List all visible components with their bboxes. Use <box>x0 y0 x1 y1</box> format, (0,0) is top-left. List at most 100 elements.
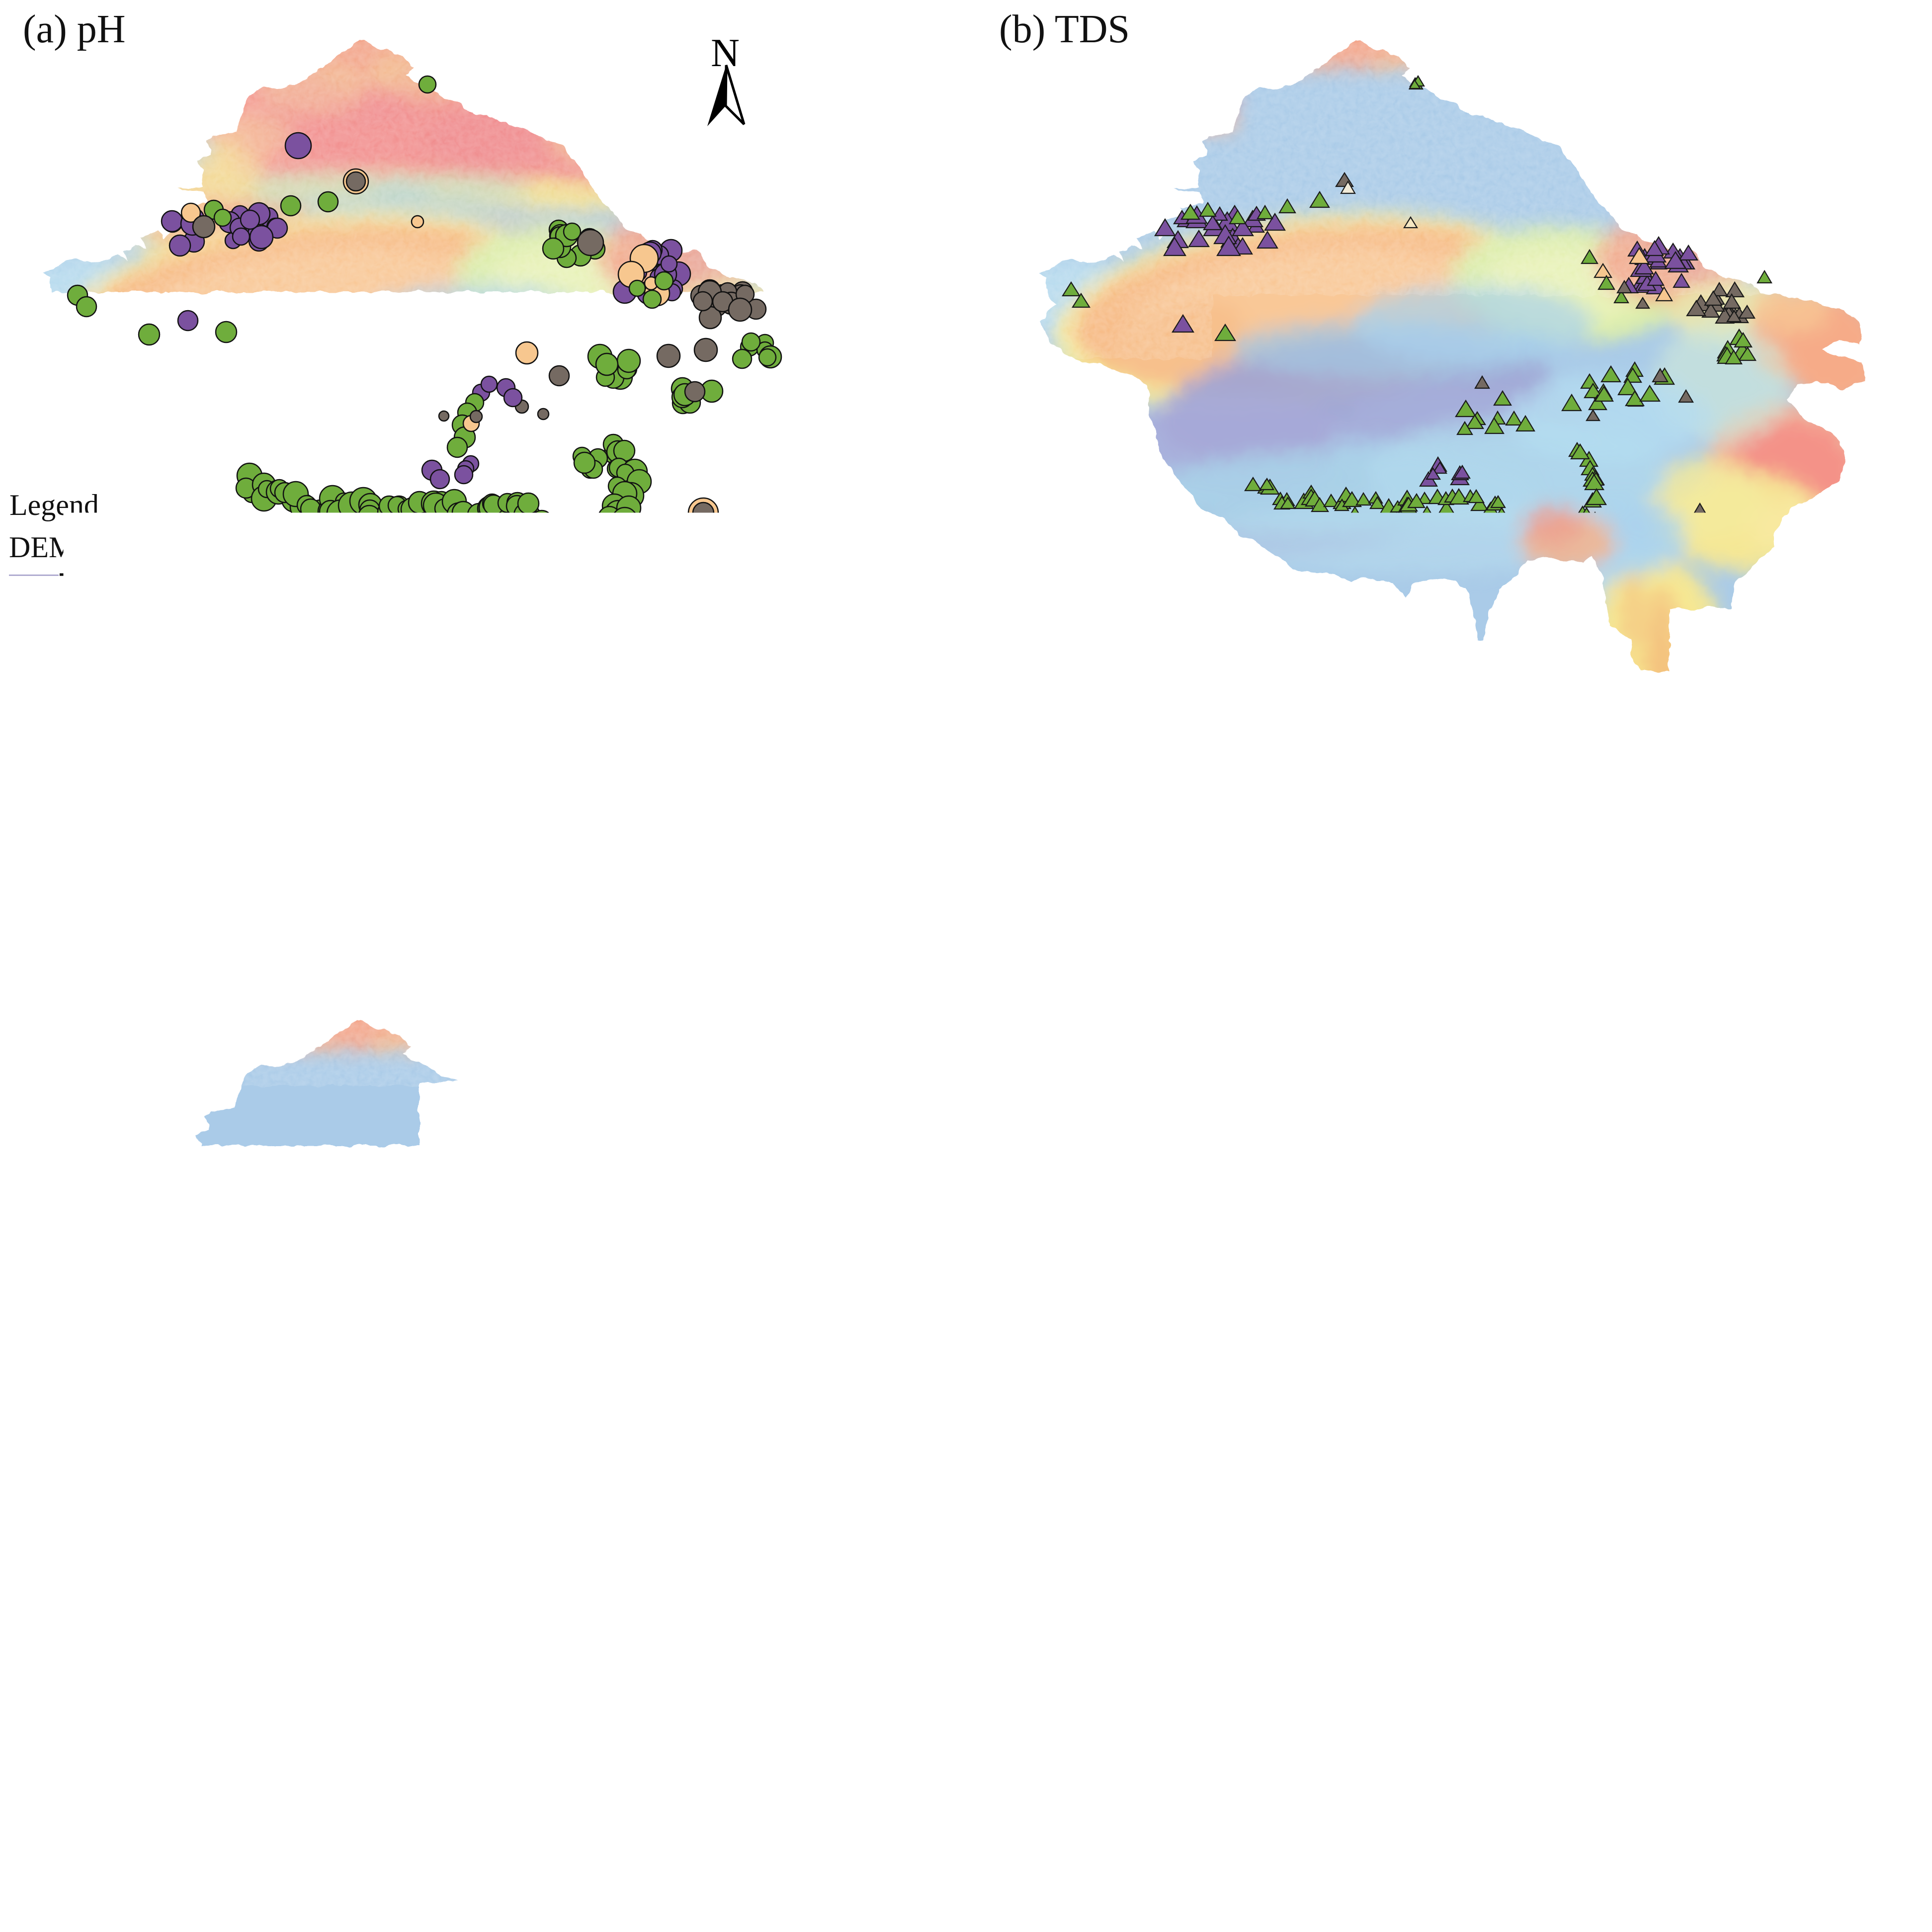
svg-text:EC of river water: EC of river water <box>450 1692 656 1727</box>
svg-text:6.50–7.00: 6.50–7.00 <box>486 781 605 816</box>
svg-text:1500: 1500 <box>1047 1465 1134 1513</box>
svg-text:pH of river water: pH of river water <box>453 739 658 774</box>
svg-text:2000.00–2496.00: 2000.00–2496.00 <box>728 1902 936 1932</box>
svg-text:8.50–9.32: 8.50–9.32 <box>706 931 825 966</box>
svg-text:10.00–50.00: 10.00–50.00 <box>1260 814 1409 849</box>
svg-text:pH of groundwater: pH of groundwater <box>674 739 900 774</box>
svg-text:(d) Relationship between TDS a: (d) Relationship between TDS and EC <box>1000 1008 1612 1052</box>
svg-text:Legend: Legend <box>989 665 1079 697</box>
svg-text:EC of precipitation: EC of precipitation <box>4 1692 230 1727</box>
svg-text:Low: −172: Low: −172 <box>81 659 217 693</box>
svg-text:1200: 1200 <box>1581 1801 1669 1849</box>
svg-text:(a) pH: (a) pH <box>23 7 126 51</box>
svg-text:7.50–8.00: 7.50–8.00 <box>45 895 164 930</box>
svg-text:TDS of groundwater: TDS of groundwater <box>1686 707 1932 742</box>
svg-text:100.00–300.00: 100.00–300.00 <box>1015 852 1193 887</box>
svg-text:7.50–8.00: 7.50–8.00 <box>486 858 605 893</box>
svg-text:8.00–8.50: 8.00–8.50 <box>706 895 825 930</box>
svg-text:EC (μS/cm): EC (μS/cm) <box>977 1316 1026 1530</box>
svg-text:TDS of river water: TDS of river water <box>1443 707 1668 742</box>
svg-text:EC of groundwater: EC of groundwater <box>700 1692 928 1727</box>
svg-text:High: 8405: High: 8405 <box>81 563 221 597</box>
svg-text:100.00–200.00: 100.00–200.00 <box>1476 814 1654 849</box>
svg-text:600.00–1000.00: 600.00–1000.00 <box>1476 891 1669 925</box>
svg-text:2000: 2000 <box>1047 1366 1134 1415</box>
svg-text:P<0.000: P<0.000 <box>1266 1265 1416 1313</box>
svg-text:720 km: 720 km <box>445 588 538 622</box>
svg-text:4.33–50.00: 4.33–50.00 <box>1015 777 1149 812</box>
svg-text:200.00–1000.00: 200.00–1000.00 <box>728 1842 921 1877</box>
svg-text:1000.00–1650.00: 1000.00–1650.00 <box>1476 930 1684 965</box>
svg-text:8.58–20.00: 8.58–20.00 <box>32 1767 166 1802</box>
svg-text:7.00–7.50: 7.00–7.50 <box>486 822 605 857</box>
svg-text:(μS/cm): (μS/cm) <box>700 1727 797 1762</box>
svg-text:pH of meltwater: pH of meltwater <box>244 739 438 774</box>
svg-text:1500.00–2996.34: 1500.00–2996.34 <box>1718 930 1927 965</box>
svg-text:0: 0 <box>1152 1801 1174 1849</box>
svg-text:50.00–100.00: 50.00–100.00 <box>1260 852 1424 887</box>
svg-text:2500: 2500 <box>1047 1268 1134 1316</box>
svg-text:2000.00–4050.00: 2000.00–4050.00 <box>479 1902 687 1932</box>
svg-text:3000: 3000 <box>1047 1169 1134 1217</box>
svg-text:200.00–400.00: 200.00–400.00 <box>261 1842 440 1877</box>
svg-text:3500: 3500 <box>1047 1071 1134 1119</box>
svg-text:300: 300 <box>1246 1801 1311 1849</box>
svg-text:150.00–213.00: 150.00–213.00 <box>1260 930 1439 965</box>
svg-text:7.00–7.50: 7.00–7.50 <box>45 858 164 893</box>
svg-text:(mg/L): (mg/L) <box>1686 740 1770 775</box>
svg-text:20.00–40.00: 20.00–40.00 <box>32 1805 180 1840</box>
svg-text:76.60–100.00: 76.60–100.00 <box>1718 777 1882 812</box>
svg-text:8.50–8.94: 8.50–8.94 <box>281 931 400 966</box>
svg-text:40.00–60.00: 40.00–60.00 <box>32 1842 180 1877</box>
svg-text:500: 500 <box>1069 1662 1134 1710</box>
svg-text:TDS of precipitation: TDS of precipitation <box>982 707 1226 742</box>
svg-text:8.00–8.20: 8.00–8.20 <box>45 931 164 966</box>
svg-text:200.00–1000.00: 200.00–1000.00 <box>479 1842 672 1877</box>
svg-text:8.00–8.50: 8.00–8.50 <box>281 895 400 930</box>
svg-text:5.50–7.00: 5.50–7.00 <box>281 781 400 816</box>
svg-text:1500: 1500 <box>1697 1801 1784 1849</box>
svg-text:100.00–200.00: 100.00–200.00 <box>479 1805 658 1840</box>
svg-text:R2=0.827: R2=0.827 <box>1266 1215 1430 1265</box>
svg-text:100.00–200.00: 100.00–200.00 <box>728 1805 906 1840</box>
svg-text:TDS (mg/L): TDS (mg/L) <box>1420 1853 1642 1903</box>
svg-text:y= −67.118+1.532x: y= −67.118+1.532x <box>1262 1171 1607 1219</box>
svg-text:0: 0 <box>1112 1761 1134 1809</box>
svg-text:(mg/L): (mg/L) <box>1443 740 1527 775</box>
svg-text:(μS/cm): (μS/cm) <box>4 1727 101 1762</box>
svg-text:0.60–100.00: 0.60–100.00 <box>479 1767 628 1802</box>
svg-text:(c) EC: (c) EC <box>23 992 128 1036</box>
svg-text:8.50–9.87: 8.50–9.87 <box>486 931 605 966</box>
svg-text:7.50–8.00: 7.50–8.00 <box>706 858 825 893</box>
svg-text:6.00–7.00: 6.00–7.00 <box>45 822 164 857</box>
svg-text:(μS/cm): (μS/cm) <box>450 1727 547 1762</box>
svg-text:(μS/cm): (μS/cm) <box>234 1727 331 1762</box>
svg-text:1000.00–1500.00: 1000.00–1500.00 <box>1718 891 1927 925</box>
svg-text:15.15–100.00: 15.15–100.00 <box>1476 777 1639 812</box>
svg-text:50.00–100.00: 50.00–100.00 <box>1015 814 1178 849</box>
svg-text:8.00–8.50: 8.00–8.50 <box>486 895 605 930</box>
svg-text:5.90–6.00: 5.90–6.00 <box>45 781 164 816</box>
svg-text:0: 0 <box>313 588 328 622</box>
svg-text:(mg/L): (mg/L) <box>1228 740 1312 775</box>
svg-text:EC of meltwater: EC of meltwater <box>234 1692 430 1727</box>
svg-text:1000: 1000 <box>1047 1563 1134 1611</box>
svg-text:68.90–100.00: 68.90–100.00 <box>728 1767 891 1802</box>
svg-text:Legend: Legend <box>6 1639 95 1672</box>
svg-text:1800: 1800 <box>1812 1801 1900 1849</box>
svg-text:100.00–500.00: 100.00–500.00 <box>1718 814 1897 849</box>
svg-text:7.50–8.00: 7.50–8.00 <box>281 858 400 893</box>
svg-text:300.00–500.00: 300.00–500.00 <box>1015 891 1193 925</box>
svg-text:500.00–1000.00: 500.00–1000.00 <box>1718 852 1912 887</box>
svg-text:100.00–200.00: 100.00–200.00 <box>261 1805 440 1840</box>
svg-text:200.00–600.00: 200.00–600.00 <box>1476 852 1654 887</box>
svg-text:500.00–783.52: 500.00–783.52 <box>1015 930 1193 965</box>
svg-text:100.00–150.00: 100.00–150.00 <box>1260 891 1439 925</box>
svg-text:80.00–113.46: 80.00–113.46 <box>32 1902 194 1932</box>
svg-text:DEM (m): DEM (m) <box>9 531 126 564</box>
svg-text:600.00–791.00: 600.00–791.00 <box>261 1902 440 1932</box>
svg-text:7.00–7.50: 7.00–7.50 <box>706 822 825 857</box>
svg-text:(mg/L): (mg/L) <box>982 740 1066 775</box>
svg-text:600: 600 <box>1361 1801 1427 1849</box>
svg-text:900: 900 <box>1477 1801 1542 1849</box>
